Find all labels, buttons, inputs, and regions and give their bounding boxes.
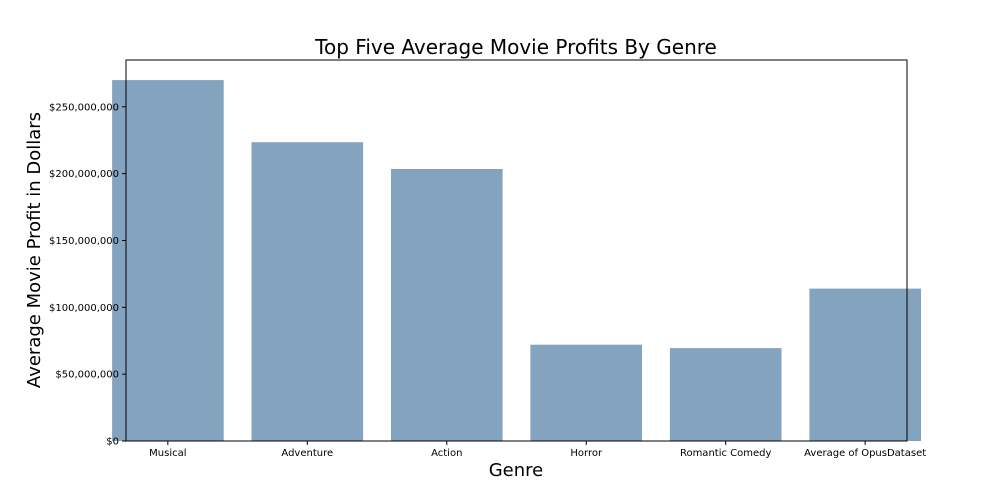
bar-horror (530, 344, 642, 441)
y-tick-label: $200,000,000 (49, 169, 119, 180)
x-tick-label: Action (431, 448, 462, 459)
y-tick-label: $250,000,000 (49, 102, 119, 113)
bar-average-of-opusdataset (809, 288, 921, 441)
x-axis-label: Genre (489, 460, 544, 481)
bar-romantic-comedy (669, 348, 782, 441)
x-tick-label: Romantic Comedy (680, 448, 772, 459)
x-tick-label: Horror (570, 448, 603, 459)
bar-adventure (251, 142, 364, 441)
bar-action (391, 169, 503, 441)
y-tick-label: $150,000,000 (49, 236, 119, 247)
chart-title: Top Five Average Movie Profits By Genre (314, 35, 717, 59)
y-tick-label: $0 (106, 437, 119, 448)
y-tick-label: $50,000,000 (55, 370, 119, 381)
y-axis-label: Average Movie Profit in Dollars (24, 112, 45, 388)
plot-frame (125, 59, 908, 442)
plot-area: Musical Adventure Action Horror Romantic Com… (49, 59, 926, 459)
x-tick-label: Musical (149, 448, 186, 459)
x-tick-label: Adventure (281, 448, 333, 459)
x-tick-label: Average of OpusDataset (804, 448, 926, 459)
y-tick-label: $100,000,000 (49, 303, 119, 314)
bar-musical (112, 80, 224, 441)
